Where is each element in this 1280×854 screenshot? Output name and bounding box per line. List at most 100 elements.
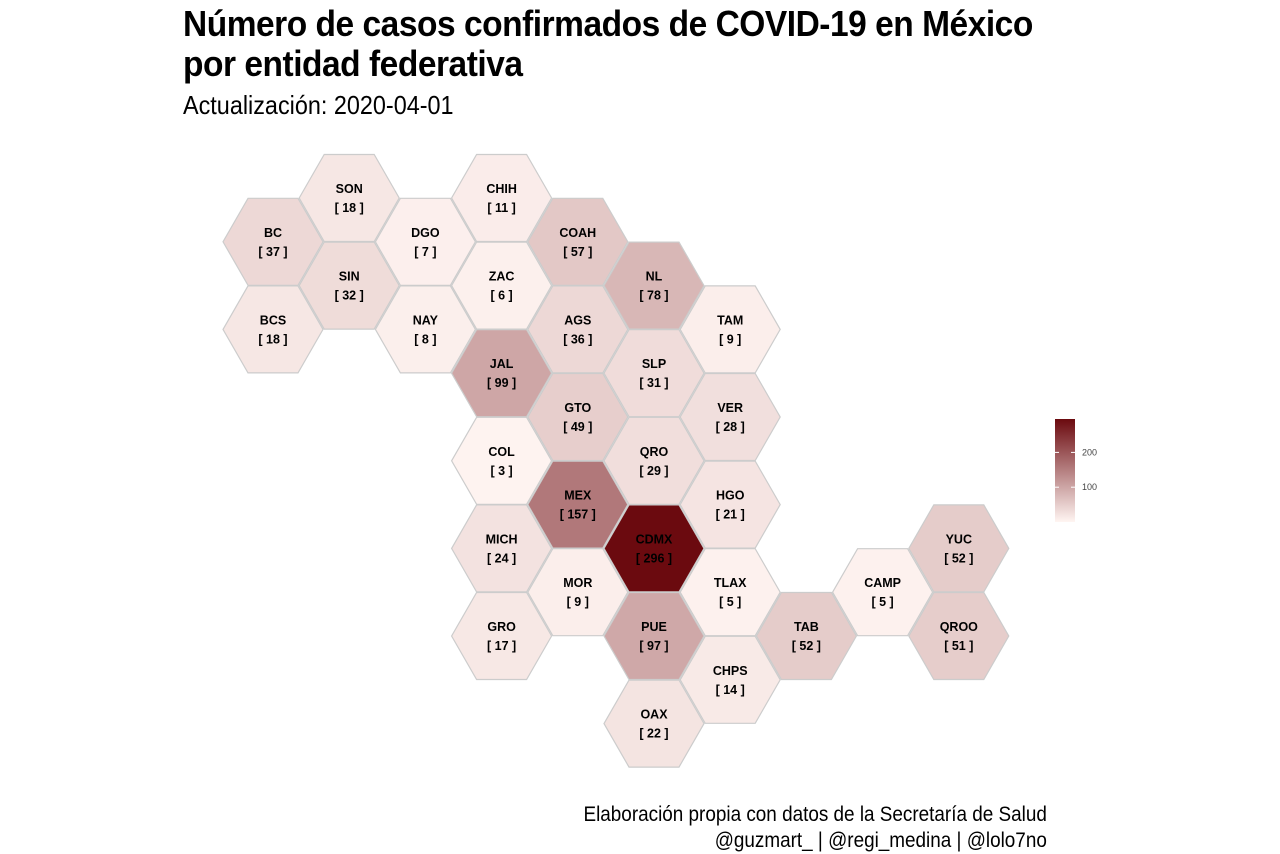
hex-abbr-bc: BC bbox=[264, 226, 282, 240]
hex-abbr-son: SON bbox=[336, 182, 363, 196]
hex-value-sin: [ 32 ] bbox=[335, 289, 364, 303]
hex-abbr-tlax: TLAX bbox=[714, 576, 747, 590]
hex-nay: NAY [ 8 ] bbox=[374, 285, 477, 374]
hex-value-slp: [ 31 ] bbox=[639, 376, 668, 390]
hex-value-bc: [ 37 ] bbox=[258, 245, 287, 259]
legend-tick-label: 100 bbox=[1082, 482, 1097, 492]
hex-coah: COAH [ 57 ] bbox=[527, 197, 629, 286]
hex-tile-qroo bbox=[908, 591, 1010, 681]
hex-son: SON [ 18 ] bbox=[298, 153, 400, 243]
hex-abbr-col: COL bbox=[488, 445, 515, 459]
hex-tile-camp bbox=[831, 548, 934, 637]
hex-abbr-qro: QRO bbox=[640, 445, 669, 459]
hex-value-son: [ 18 ] bbox=[335, 201, 364, 215]
hex-mex: MEX [ 157 ] bbox=[527, 460, 629, 549]
hex-value-oax: [ 22 ] bbox=[639, 727, 668, 741]
hex-col: COL [ 3 ] bbox=[450, 416, 553, 505]
hex-tile-mor bbox=[527, 548, 629, 637]
hex-tile-chps bbox=[679, 635, 781, 724]
hex-value-cdmx: [ 296 ] bbox=[636, 551, 672, 565]
hex-abbr-pue: PUE bbox=[641, 620, 667, 634]
hex-abbr-dgo: DGO bbox=[411, 226, 440, 240]
hex-value-yuc: [ 52 ] bbox=[944, 551, 973, 565]
hex-tile-sin bbox=[298, 241, 400, 330]
hex-value-tlax: [ 5 ] bbox=[719, 595, 741, 609]
hex-value-qroo: [ 51 ] bbox=[944, 639, 973, 653]
legend-tick-label: 200 bbox=[1082, 447, 1097, 457]
hex-abbr-mor: MOR bbox=[563, 576, 592, 590]
hex-abbr-ags: AGS bbox=[564, 313, 591, 327]
hex-abbr-jal: JAL bbox=[490, 357, 514, 371]
hex-abbr-slp: SLP bbox=[642, 357, 666, 371]
hex-hgo: HGO [ 21 ] bbox=[679, 460, 781, 549]
chart-title-line-2: por entidad federativa bbox=[183, 43, 523, 84]
hex-abbr-nay: NAY bbox=[413, 313, 439, 327]
hex-abbr-mich: MICH bbox=[486, 532, 518, 546]
hex-value-tam: [ 9 ] bbox=[719, 332, 741, 346]
hex-tile-nay bbox=[374, 285, 477, 374]
hex-value-mex: [ 157 ] bbox=[560, 508, 596, 522]
hex-slp: SLP [ 31 ] bbox=[603, 329, 705, 418]
hex-bc: BC [ 37 ] bbox=[222, 197, 324, 286]
legend-color-bar bbox=[1055, 419, 1075, 522]
hex-abbr-coah: COAH bbox=[559, 226, 596, 240]
hex-abbr-gro: GRO bbox=[487, 620, 516, 634]
hex-cdmx: CDMX [ 296 ] bbox=[603, 504, 705, 593]
hex-value-camp: [ 5 ] bbox=[871, 595, 893, 609]
hex-abbr-sin: SIN bbox=[339, 270, 360, 284]
hex-qroo: QROO [ 51 ] bbox=[908, 591, 1010, 681]
hex-value-nl: [ 78 ] bbox=[639, 289, 668, 303]
hex-abbr-zac: ZAC bbox=[489, 270, 515, 284]
hex-abbr-tam: TAM bbox=[717, 313, 743, 327]
caption-line-1: Elaboración propia con datos de la Secre… bbox=[583, 803, 1047, 826]
color-legend: 100 200 bbox=[1055, 419, 1097, 522]
hex-value-mich: [ 24 ] bbox=[487, 551, 516, 565]
hex-abbr-qroo: QROO bbox=[940, 620, 978, 634]
hex-ver: VER [ 28 ] bbox=[679, 372, 781, 462]
hex-ags: AGS [ 36 ] bbox=[527, 285, 629, 374]
hex-value-ags: [ 36 ] bbox=[563, 332, 592, 346]
hex-abbr-bcs: BCS bbox=[260, 313, 286, 327]
hex-sin: SIN [ 32 ] bbox=[298, 241, 400, 330]
hex-camp: CAMP [ 5 ] bbox=[831, 548, 934, 637]
hex-value-coah: [ 57 ] bbox=[563, 245, 592, 259]
hex-value-gro: [ 17 ] bbox=[487, 639, 516, 653]
hex-value-ver: [ 28 ] bbox=[716, 420, 745, 434]
chart-title: Número de casos confirmados de COVID-19 … bbox=[183, 4, 1113, 84]
hex-abbr-cdmx: CDMX bbox=[636, 532, 673, 546]
hex-value-chps: [ 14 ] bbox=[716, 683, 745, 697]
hex-value-hgo: [ 21 ] bbox=[716, 508, 745, 522]
hex-abbr-nl: NL bbox=[646, 270, 663, 284]
hex-mor: MOR [ 9 ] bbox=[527, 548, 629, 637]
hex-value-nay: [ 8 ] bbox=[414, 332, 436, 346]
hex-tam: TAM [ 9 ] bbox=[679, 285, 781, 374]
hex-value-jal: [ 99 ] bbox=[487, 376, 516, 390]
hex-tab: TAB [ 52 ] bbox=[755, 591, 858, 681]
hex-value-zac: [ 6 ] bbox=[490, 289, 512, 303]
hex-abbr-camp: CAMP bbox=[864, 576, 901, 590]
hex-chps: CHPS [ 14 ] bbox=[679, 635, 781, 724]
hex-value-gto: [ 49 ] bbox=[563, 420, 592, 434]
hex-value-chih: [ 11 ] bbox=[487, 201, 516, 215]
hex-abbr-gto: GTO bbox=[564, 401, 591, 415]
hex-abbr-tab: TAB bbox=[794, 620, 819, 634]
hex-tile-gro bbox=[450, 591, 553, 681]
hex-value-bcs: [ 18 ] bbox=[258, 332, 287, 346]
hex-abbr-ver: VER bbox=[717, 401, 743, 415]
hex-abbr-chps: CHPS bbox=[713, 664, 748, 678]
caption-line-2: @guzmart_ | @regi_medina | @lolo7no bbox=[714, 829, 1047, 852]
hex-value-col: [ 3 ] bbox=[490, 464, 512, 478]
hex-abbr-chih: CHIH bbox=[486, 182, 517, 196]
hex-gro: GRO [ 17 ] bbox=[450, 591, 553, 681]
hex-value-dgo: [ 7 ] bbox=[414, 245, 436, 259]
hex-tile-tab bbox=[755, 591, 858, 681]
hex-value-mor: [ 9 ] bbox=[567, 595, 589, 609]
hex-tiles: SON [ 18 ] CHIH [ 11 ] BC [ 37 ] DGO [ 7 ] COAH [… bbox=[222, 153, 1010, 768]
hex-bcs: BCS [ 18 ] bbox=[222, 285, 324, 374]
hex-value-tab: [ 52 ] bbox=[792, 639, 821, 653]
chart-subtitle: Actualización: 2020-04-01 bbox=[183, 90, 454, 120]
hex-tile-mex bbox=[527, 460, 629, 549]
chart-caption: Elaboración propia con datos de la Secre… bbox=[584, 802, 1047, 854]
hex-abbr-hgo: HGO bbox=[716, 489, 745, 503]
